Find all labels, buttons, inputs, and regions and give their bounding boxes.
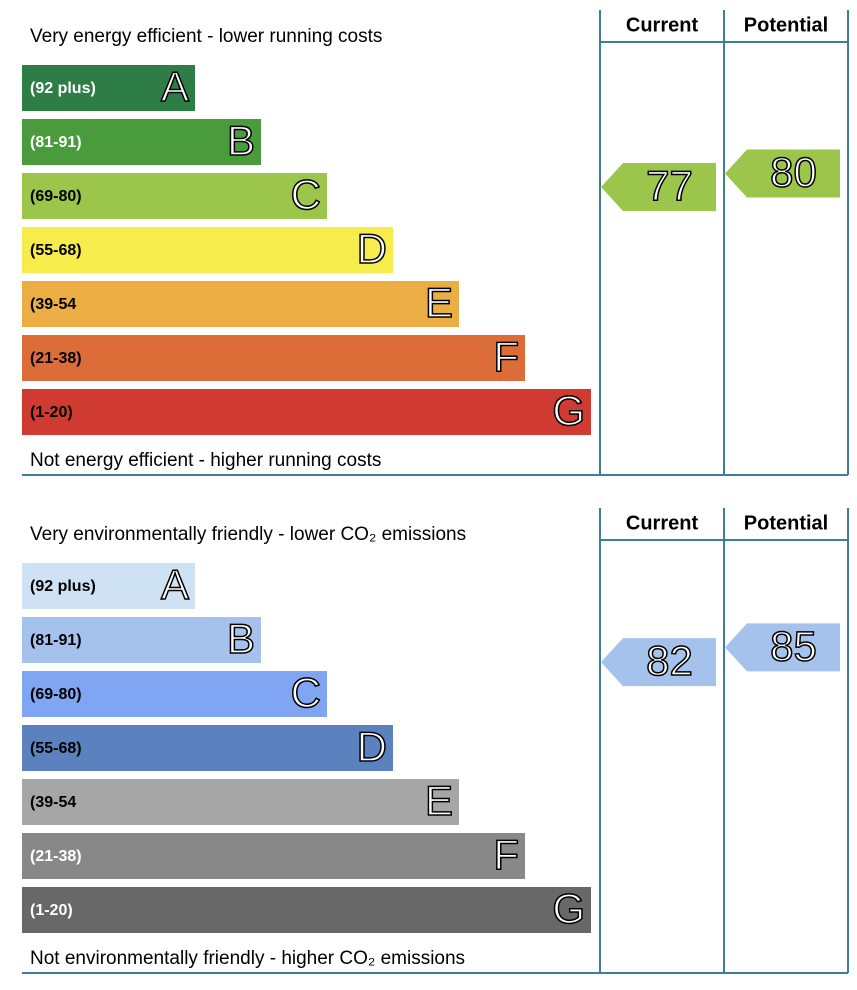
band-bar	[22, 833, 525, 879]
band-letter: G	[552, 885, 585, 932]
band-bar	[22, 563, 195, 609]
band-letter: D	[357, 723, 387, 770]
band-letter: E	[425, 777, 453, 824]
band-bar	[22, 389, 591, 435]
band-range: (69-80)	[30, 686, 82, 703]
column-header: Current	[626, 14, 699, 36]
rating-arrow	[725, 623, 840, 672]
rating-value: 82	[646, 637, 693, 684]
band-bar	[22, 65, 195, 111]
rating-arrow	[725, 149, 840, 198]
band-bar	[22, 119, 261, 165]
top-label: Very environmentally friendly - lower CO…	[30, 524, 466, 545]
band-letter: D	[357, 225, 387, 272]
rating-arrow	[601, 638, 716, 687]
band-letter: G	[552, 387, 585, 434]
band-range: (21-38)	[30, 350, 82, 367]
band-letter: B	[227, 117, 255, 164]
band-range: (81-91)	[30, 134, 82, 151]
band-letter: F	[493, 333, 519, 380]
band-bar	[22, 281, 459, 327]
bottom-label: Not energy efficient - higher running co…	[30, 450, 381, 471]
bottom-label: Not environmentally friendly - higher CO…	[30, 948, 465, 969]
band-bar	[22, 173, 327, 219]
band-bar	[22, 227, 393, 273]
band-range: (55-68)	[30, 740, 82, 757]
band-letter: A	[161, 63, 189, 110]
column-header: Current	[626, 512, 699, 534]
band-range: (81-91)	[30, 632, 82, 649]
band-bar	[22, 725, 393, 771]
band-range: (92 plus)	[30, 578, 96, 595]
top-label: Very energy efficient - lower running co…	[30, 26, 382, 47]
band-letter: F	[493, 831, 519, 878]
band-range: (69-80)	[30, 188, 82, 205]
band-bar	[22, 887, 591, 933]
rating-arrow	[601, 163, 716, 211]
band-bar	[22, 671, 327, 717]
band-range: (55-68)	[30, 242, 82, 259]
band-bar	[22, 335, 525, 381]
rating-value: 85	[770, 622, 817, 669]
rating-value: 77	[646, 162, 693, 209]
band-letter: C	[291, 669, 321, 716]
band-range: (92 plus)	[30, 80, 96, 97]
band-bar	[22, 779, 459, 825]
band-range: (39-54	[30, 794, 76, 811]
band-letter: B	[227, 615, 255, 662]
rating-value: 80	[770, 149, 817, 196]
band-range: (39-54	[30, 296, 76, 313]
band-range: (1-20)	[30, 404, 73, 421]
band-letter: E	[425, 279, 453, 326]
band-range: (21-38)	[30, 848, 82, 865]
column-header: Potential	[744, 14, 828, 36]
band-bar	[22, 617, 261, 663]
band-letter: A	[161, 561, 189, 608]
band-range: (1-20)	[30, 902, 73, 919]
band-letter: C	[291, 171, 321, 218]
column-header: Potential	[744, 512, 828, 534]
